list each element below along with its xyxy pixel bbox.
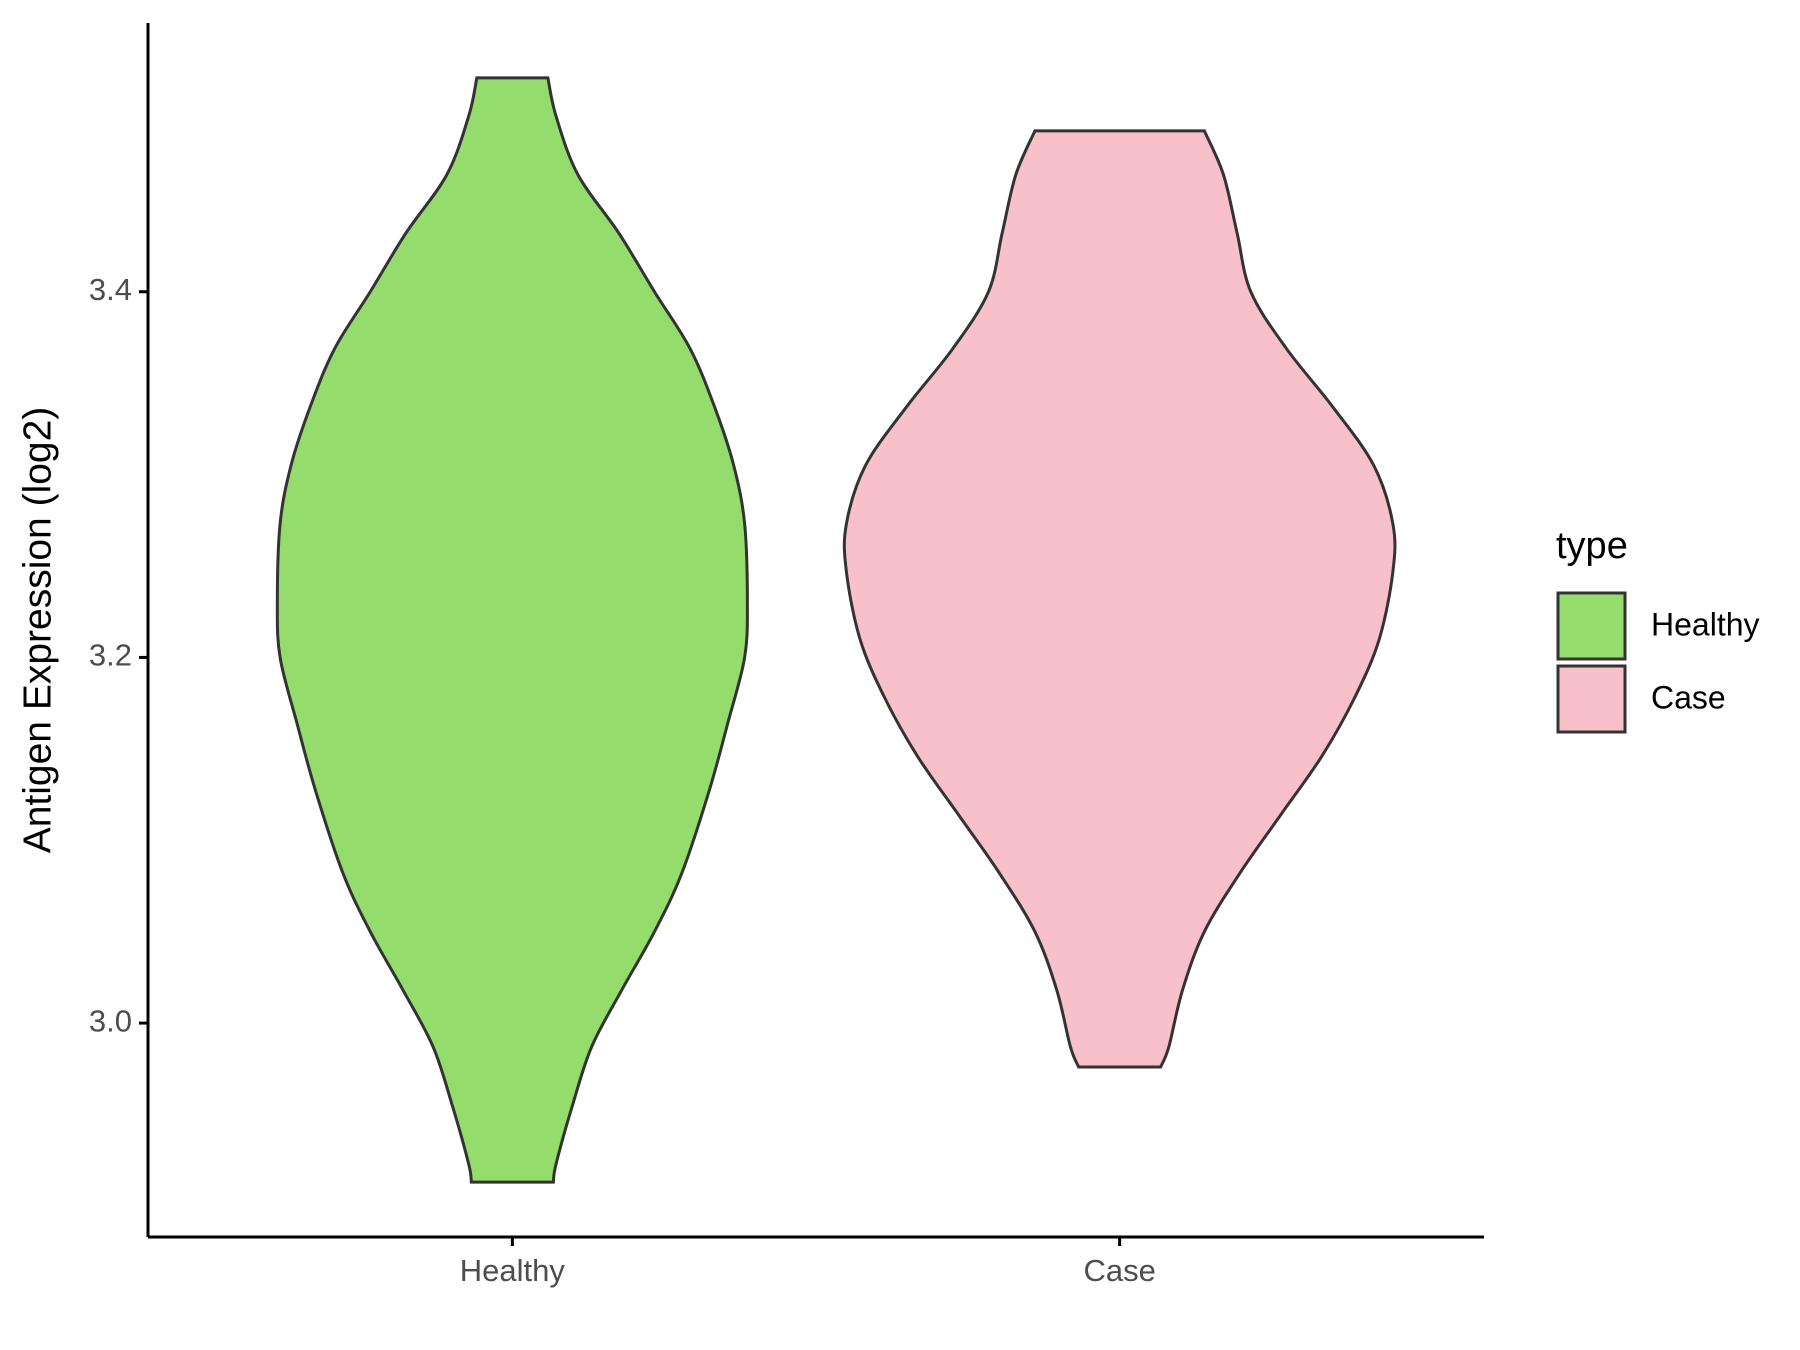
y-tick-label: 3.4: [89, 272, 132, 307]
legend-swatch: [1556, 664, 1627, 734]
legend-label: Case: [1651, 679, 1726, 715]
legend-swatch: [1556, 591, 1627, 661]
legend-title: type: [1556, 525, 1628, 567]
violin: [275, 76, 749, 1184]
y-axis-title: Antigen Expression (log2): [16, 407, 59, 854]
violin: [842, 129, 1397, 1069]
legend-label: Healthy: [1651, 606, 1760, 642]
x-tick-label: Healthy: [460, 1253, 566, 1288]
y-tick-label: 3.0: [89, 1003, 132, 1038]
x-tick-label: Case: [1083, 1253, 1155, 1288]
y-tick-label: 3.2: [89, 638, 132, 673]
